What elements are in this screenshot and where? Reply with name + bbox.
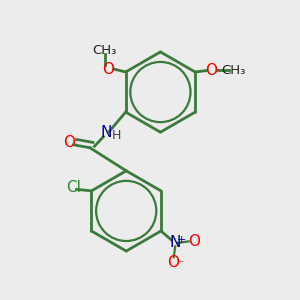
Text: O: O: [206, 63, 218, 78]
Text: N: N: [169, 236, 181, 250]
Text: ⁻: ⁻: [177, 258, 183, 271]
Text: O: O: [167, 255, 179, 270]
Text: O: O: [188, 234, 200, 249]
Text: +: +: [177, 235, 187, 245]
Text: O: O: [63, 135, 75, 150]
Text: Cl: Cl: [66, 180, 81, 195]
Text: CH₃: CH₃: [93, 44, 117, 57]
Text: CH₃: CH₃: [222, 64, 246, 77]
Text: O: O: [102, 61, 114, 76]
Text: H: H: [112, 129, 122, 142]
Text: N: N: [100, 125, 111, 140]
